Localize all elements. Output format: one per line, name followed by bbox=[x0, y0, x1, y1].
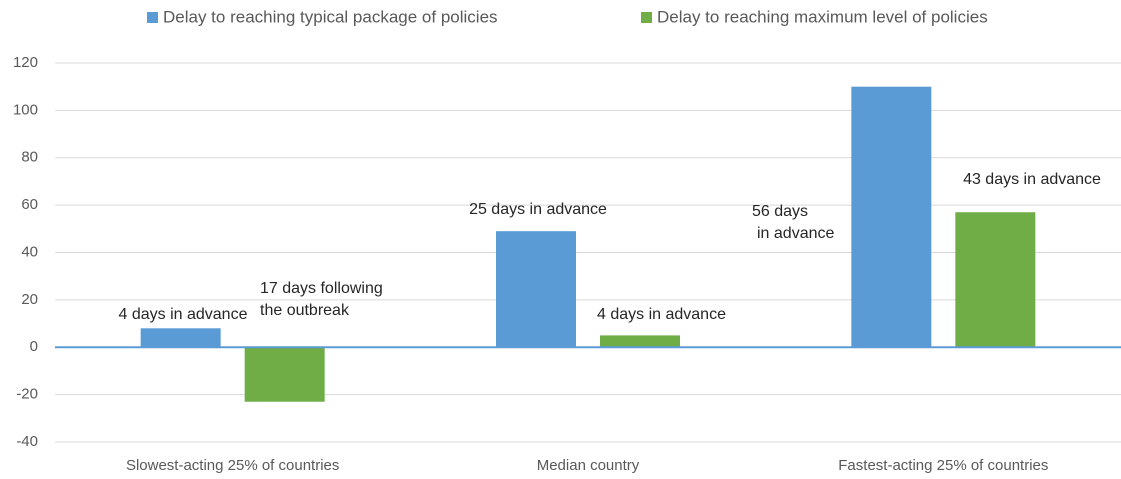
legend-text: Delay to reaching maximum level of polic… bbox=[657, 7, 988, 26]
legend-text: Delay to reaching typical package of pol… bbox=[163, 7, 498, 26]
legend-swatch bbox=[147, 12, 158, 23]
y-tick-label: -20 bbox=[16, 386, 38, 403]
y-tick-label: 80 bbox=[21, 149, 38, 166]
y-tick-label: -40 bbox=[16, 433, 38, 450]
bar bbox=[140, 328, 221, 348]
annotation: 56 days bbox=[752, 203, 808, 220]
bar bbox=[851, 86, 932, 348]
annotation: 17 days following bbox=[260, 280, 383, 297]
annotation: in advance bbox=[757, 225, 834, 242]
y-tick-label: 20 bbox=[21, 291, 38, 308]
annotation: 43 days in advance bbox=[963, 171, 1101, 188]
bar bbox=[244, 347, 325, 402]
y-tick-label: 0 bbox=[30, 338, 38, 355]
y-tick-label: 120 bbox=[13, 54, 38, 71]
legend-swatch bbox=[641, 12, 652, 23]
bar bbox=[955, 212, 1036, 348]
y-tick-label: 60 bbox=[21, 196, 38, 213]
bar bbox=[600, 335, 680, 348]
annotation: 4 days in advance bbox=[597, 306, 726, 323]
annotation: 4 days in advance bbox=[119, 306, 248, 323]
annotation: 25 days in advance bbox=[469, 201, 607, 218]
annotation: the outbreak bbox=[260, 302, 350, 319]
y-tick-label: 100 bbox=[13, 101, 38, 118]
y-tick-label: 40 bbox=[21, 243, 38, 260]
x-tick-label: Fastest-acting 25% of countries bbox=[838, 457, 1048, 474]
x-tick-label: Median country bbox=[537, 457, 640, 474]
bar bbox=[496, 231, 576, 348]
x-tick-label: Slowest-acting 25% of countries bbox=[126, 457, 339, 474]
